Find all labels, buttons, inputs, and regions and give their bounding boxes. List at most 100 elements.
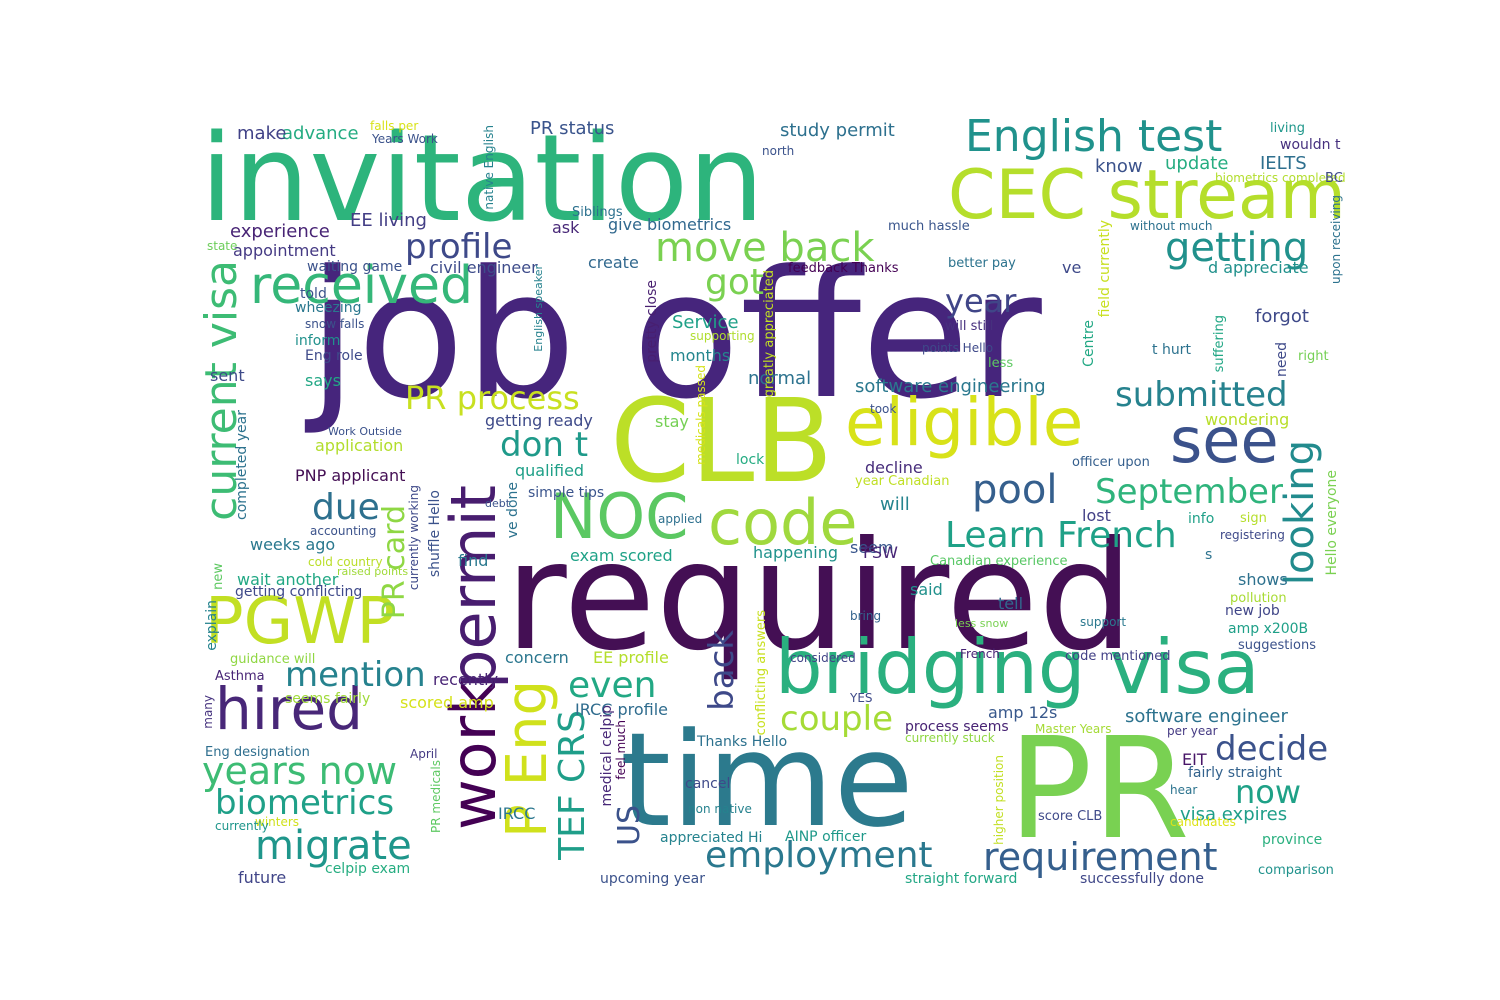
word: US	[612, 805, 647, 847]
word: Hello everyone	[1324, 470, 1340, 576]
word: conflicting answers	[754, 610, 769, 736]
word: Years Work	[372, 132, 438, 146]
word: IRCC profile	[575, 700, 669, 719]
word: PR status	[530, 118, 615, 139]
word: BC	[1325, 171, 1343, 186]
word: CEC stream	[948, 156, 1346, 235]
word: NOC	[550, 480, 689, 553]
word: bridging visa	[775, 623, 1260, 711]
word: EE profile	[593, 648, 669, 667]
word: getting ready	[485, 411, 593, 430]
word: shows	[1238, 570, 1288, 589]
word: happening	[753, 543, 838, 562]
word: code	[708, 486, 858, 559]
word: currently working	[407, 485, 421, 591]
word: support	[1080, 615, 1127, 629]
word: application	[315, 436, 404, 455]
word: permit	[437, 485, 510, 689]
word: new	[211, 563, 226, 590]
word: simple tips	[528, 485, 605, 501]
word: hear	[1170, 783, 1198, 797]
word: Service	[672, 312, 739, 333]
word: pollution	[1230, 591, 1287, 606]
word: Master Years	[1035, 722, 1112, 736]
word: wait another	[237, 570, 339, 589]
word: looking	[1277, 440, 1323, 586]
word: don t	[500, 425, 589, 465]
word: said	[910, 580, 943, 599]
word: points Hello	[922, 341, 994, 355]
word: candidates	[1170, 815, 1236, 829]
word: pool	[972, 467, 1058, 513]
word: year	[945, 282, 1017, 320]
word: software engineer	[1125, 706, 1288, 727]
word: know	[1095, 156, 1143, 177]
word: Eng role	[305, 348, 363, 364]
word: ask	[552, 218, 580, 237]
word: create	[588, 253, 639, 272]
word: now	[1235, 773, 1302, 811]
word: job offer	[308, 233, 1042, 438]
word: field currently	[1097, 220, 1113, 318]
word: back	[702, 630, 742, 711]
word: qualified	[515, 461, 585, 480]
word: April	[410, 747, 438, 761]
word: new job	[1225, 603, 1280, 619]
word: shuffle Hello	[427, 490, 443, 578]
word: t hurt	[1152, 342, 1191, 358]
word: debt	[485, 497, 511, 510]
word: wondering	[1205, 410, 1290, 429]
word: required	[505, 510, 1134, 684]
word: many	[201, 695, 215, 729]
word: seem	[850, 538, 894, 557]
word: biometrics completed	[1215, 171, 1346, 185]
word: received	[250, 256, 474, 316]
word: inform	[295, 333, 341, 349]
word: much hassle	[888, 219, 970, 234]
word: feedback Thanks	[788, 261, 899, 276]
word: invitation	[200, 110, 765, 249]
word: applied	[658, 512, 703, 526]
word: says	[305, 371, 341, 390]
word: process seems	[905, 719, 1009, 735]
word: sent	[210, 366, 245, 385]
word: ve done	[505, 482, 521, 539]
word: right	[1298, 349, 1329, 364]
word: due	[312, 487, 380, 528]
word: visa expires	[1180, 804, 1288, 825]
word: supporting	[690, 329, 755, 343]
word: bring	[850, 609, 882, 623]
word: hired	[215, 675, 363, 743]
word: EIT	[1182, 750, 1207, 769]
word: appreciated Hi	[660, 830, 763, 846]
word: wheezing	[295, 300, 362, 316]
word: give biometrics	[608, 215, 732, 234]
word: s	[1205, 547, 1213, 563]
word: falls per	[370, 119, 419, 133]
word: AINP officer	[785, 829, 867, 845]
word: considered	[790, 651, 856, 665]
word: less snow	[955, 617, 1009, 630]
word: Asthma	[215, 669, 265, 684]
word: future	[238, 868, 287, 887]
word: CLB	[610, 375, 834, 509]
word: guidance will	[230, 652, 316, 667]
word: getting conflicting	[235, 584, 363, 600]
word: living	[1270, 121, 1306, 136]
word: years now	[202, 749, 398, 793]
word: ve	[1062, 258, 1082, 277]
word: north	[762, 144, 795, 158]
word: requirement	[983, 835, 1218, 879]
word: celpip exam	[325, 861, 411, 877]
word: make	[237, 123, 287, 144]
word: sign	[1240, 511, 1267, 526]
word: TEF CRS	[552, 710, 593, 860]
word: forgot	[1255, 306, 1309, 327]
word: province	[1262, 832, 1323, 848]
word: explain	[204, 600, 220, 651]
word: score CLB	[1038, 809, 1103, 824]
word: English speaker	[532, 265, 545, 352]
word: PR	[1008, 708, 1190, 871]
word: decide	[1215, 729, 1329, 769]
